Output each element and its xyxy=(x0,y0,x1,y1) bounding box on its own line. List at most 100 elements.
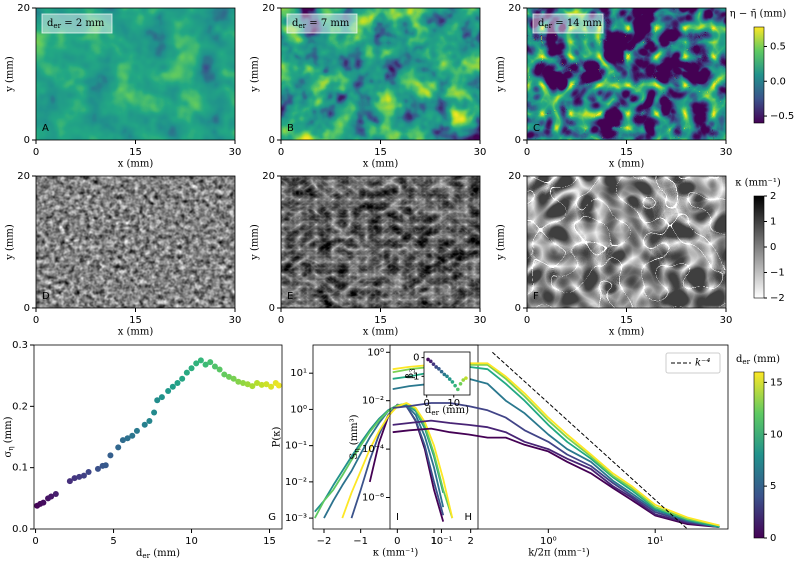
y-tick-label: 0.0 xyxy=(12,524,28,535)
label-part: S xyxy=(349,453,360,460)
y-tick-label: 0 xyxy=(515,135,521,146)
x-tick-label: 30 xyxy=(229,315,242,326)
point xyxy=(151,409,158,416)
point xyxy=(263,381,270,388)
x-axis-label: x (mm) xyxy=(609,159,645,170)
colorbar xyxy=(753,26,765,124)
label-part: d xyxy=(292,18,299,29)
point xyxy=(71,475,78,482)
x-tick-label: 15 xyxy=(374,315,387,326)
y-axis-label: y (mm) xyxy=(250,224,261,261)
point xyxy=(458,381,463,386)
point xyxy=(107,452,114,459)
series-line xyxy=(392,419,720,528)
point xyxy=(102,462,109,469)
x-tick-label: 0 xyxy=(33,147,39,158)
y-axis-label: β3 xyxy=(405,368,418,379)
x-tick-label: 10⁰ xyxy=(540,536,557,547)
y-axis-label: Sη (mm³) xyxy=(349,414,362,459)
x-tick-label: 0 xyxy=(278,147,284,158)
subscript: η xyxy=(6,446,15,450)
point xyxy=(202,361,209,368)
point xyxy=(76,473,83,480)
x-tick-label: 15 xyxy=(129,315,142,326)
point xyxy=(254,380,261,387)
point xyxy=(450,380,455,384)
point xyxy=(48,493,55,500)
annotation-box xyxy=(532,13,604,34)
x-tick-label: 0 xyxy=(278,315,284,326)
y-axis-label: y (mm) xyxy=(496,224,507,261)
x-tick-label: 30 xyxy=(720,147,733,158)
y-tick-label: 0 xyxy=(24,135,30,146)
colorbar-tick-label: −0.5 xyxy=(770,111,794,122)
series-line xyxy=(392,427,720,528)
y-tick-label: 10⁻⁶ xyxy=(362,493,384,504)
point xyxy=(464,376,468,380)
colorbar-tick-label: 15 xyxy=(770,377,783,388)
point xyxy=(119,437,126,444)
x-tick-label: 0 xyxy=(394,536,400,547)
y-tick-label: 10⁰ xyxy=(367,347,384,358)
x-tick-label: 0 xyxy=(424,398,430,409)
x-tick-label: 30 xyxy=(720,315,733,326)
x-tick-label: 2 xyxy=(467,536,473,547)
colorbar-label: η − η̄ (mm) xyxy=(730,9,787,20)
y-axis-label: y (mm) xyxy=(496,56,507,93)
series-line xyxy=(314,402,454,519)
axes-frame xyxy=(389,344,729,530)
point xyxy=(456,387,460,392)
point xyxy=(211,363,218,370)
x-tick-label: 15 xyxy=(129,147,142,158)
point xyxy=(445,374,449,379)
colorbar-tick-label: −2 xyxy=(770,293,785,304)
y-tick-label: 0.3 xyxy=(12,340,28,351)
point xyxy=(221,371,228,378)
label-part: (mm) xyxy=(3,416,14,446)
y-tick-label: 20 xyxy=(262,171,275,182)
point xyxy=(193,360,200,367)
point xyxy=(40,499,47,506)
x-tick-label: 30 xyxy=(474,147,487,158)
annotation-box xyxy=(41,13,113,34)
x-tick-label: 5 xyxy=(110,536,116,547)
point xyxy=(115,444,122,451)
colorbar-tick-label: 0.5 xyxy=(770,41,786,52)
point xyxy=(188,365,195,372)
point xyxy=(244,381,251,388)
legend-label: k⁻⁴ xyxy=(695,358,710,369)
y-tick-label: 10⁻² xyxy=(285,477,307,488)
point xyxy=(158,394,165,401)
y-tick-label: 0.1 xyxy=(12,463,28,474)
point xyxy=(431,362,436,366)
point xyxy=(275,382,282,389)
legend-box xyxy=(665,352,721,374)
point xyxy=(154,397,161,404)
point xyxy=(179,375,186,382)
x-axis-label: κ (mm⁻¹) xyxy=(373,548,419,559)
series-line xyxy=(341,402,454,519)
colorbar-tick-label: 2 xyxy=(770,191,776,202)
x-axis-label: der (mm) xyxy=(136,548,180,561)
inset-background xyxy=(424,352,470,395)
label-part: d xyxy=(136,548,143,559)
colorbar-tick-label: 0.0 xyxy=(770,76,786,87)
x-axis-label: x (mm) xyxy=(363,327,399,338)
x-tick-label: 30 xyxy=(474,315,487,326)
field-image xyxy=(281,176,480,308)
panel-letter: C xyxy=(533,123,540,134)
point xyxy=(442,372,447,377)
x-tick-label: 15 xyxy=(620,147,633,158)
y-tick-label: 0 xyxy=(269,135,275,146)
x-tick-label: 0 xyxy=(32,536,38,547)
field-image xyxy=(36,8,235,140)
x-axis-label: x (mm) xyxy=(118,159,154,170)
field-image xyxy=(36,176,235,308)
panel-letter: D xyxy=(42,291,50,302)
label-part: (mm³) xyxy=(349,414,360,448)
point xyxy=(174,380,181,387)
y-tick-label: −1 xyxy=(405,371,420,382)
x-tick-label: 0 xyxy=(33,315,39,326)
y-axis-label: y (mm) xyxy=(5,56,16,93)
colorbar-tick-label: 5 xyxy=(770,481,776,492)
